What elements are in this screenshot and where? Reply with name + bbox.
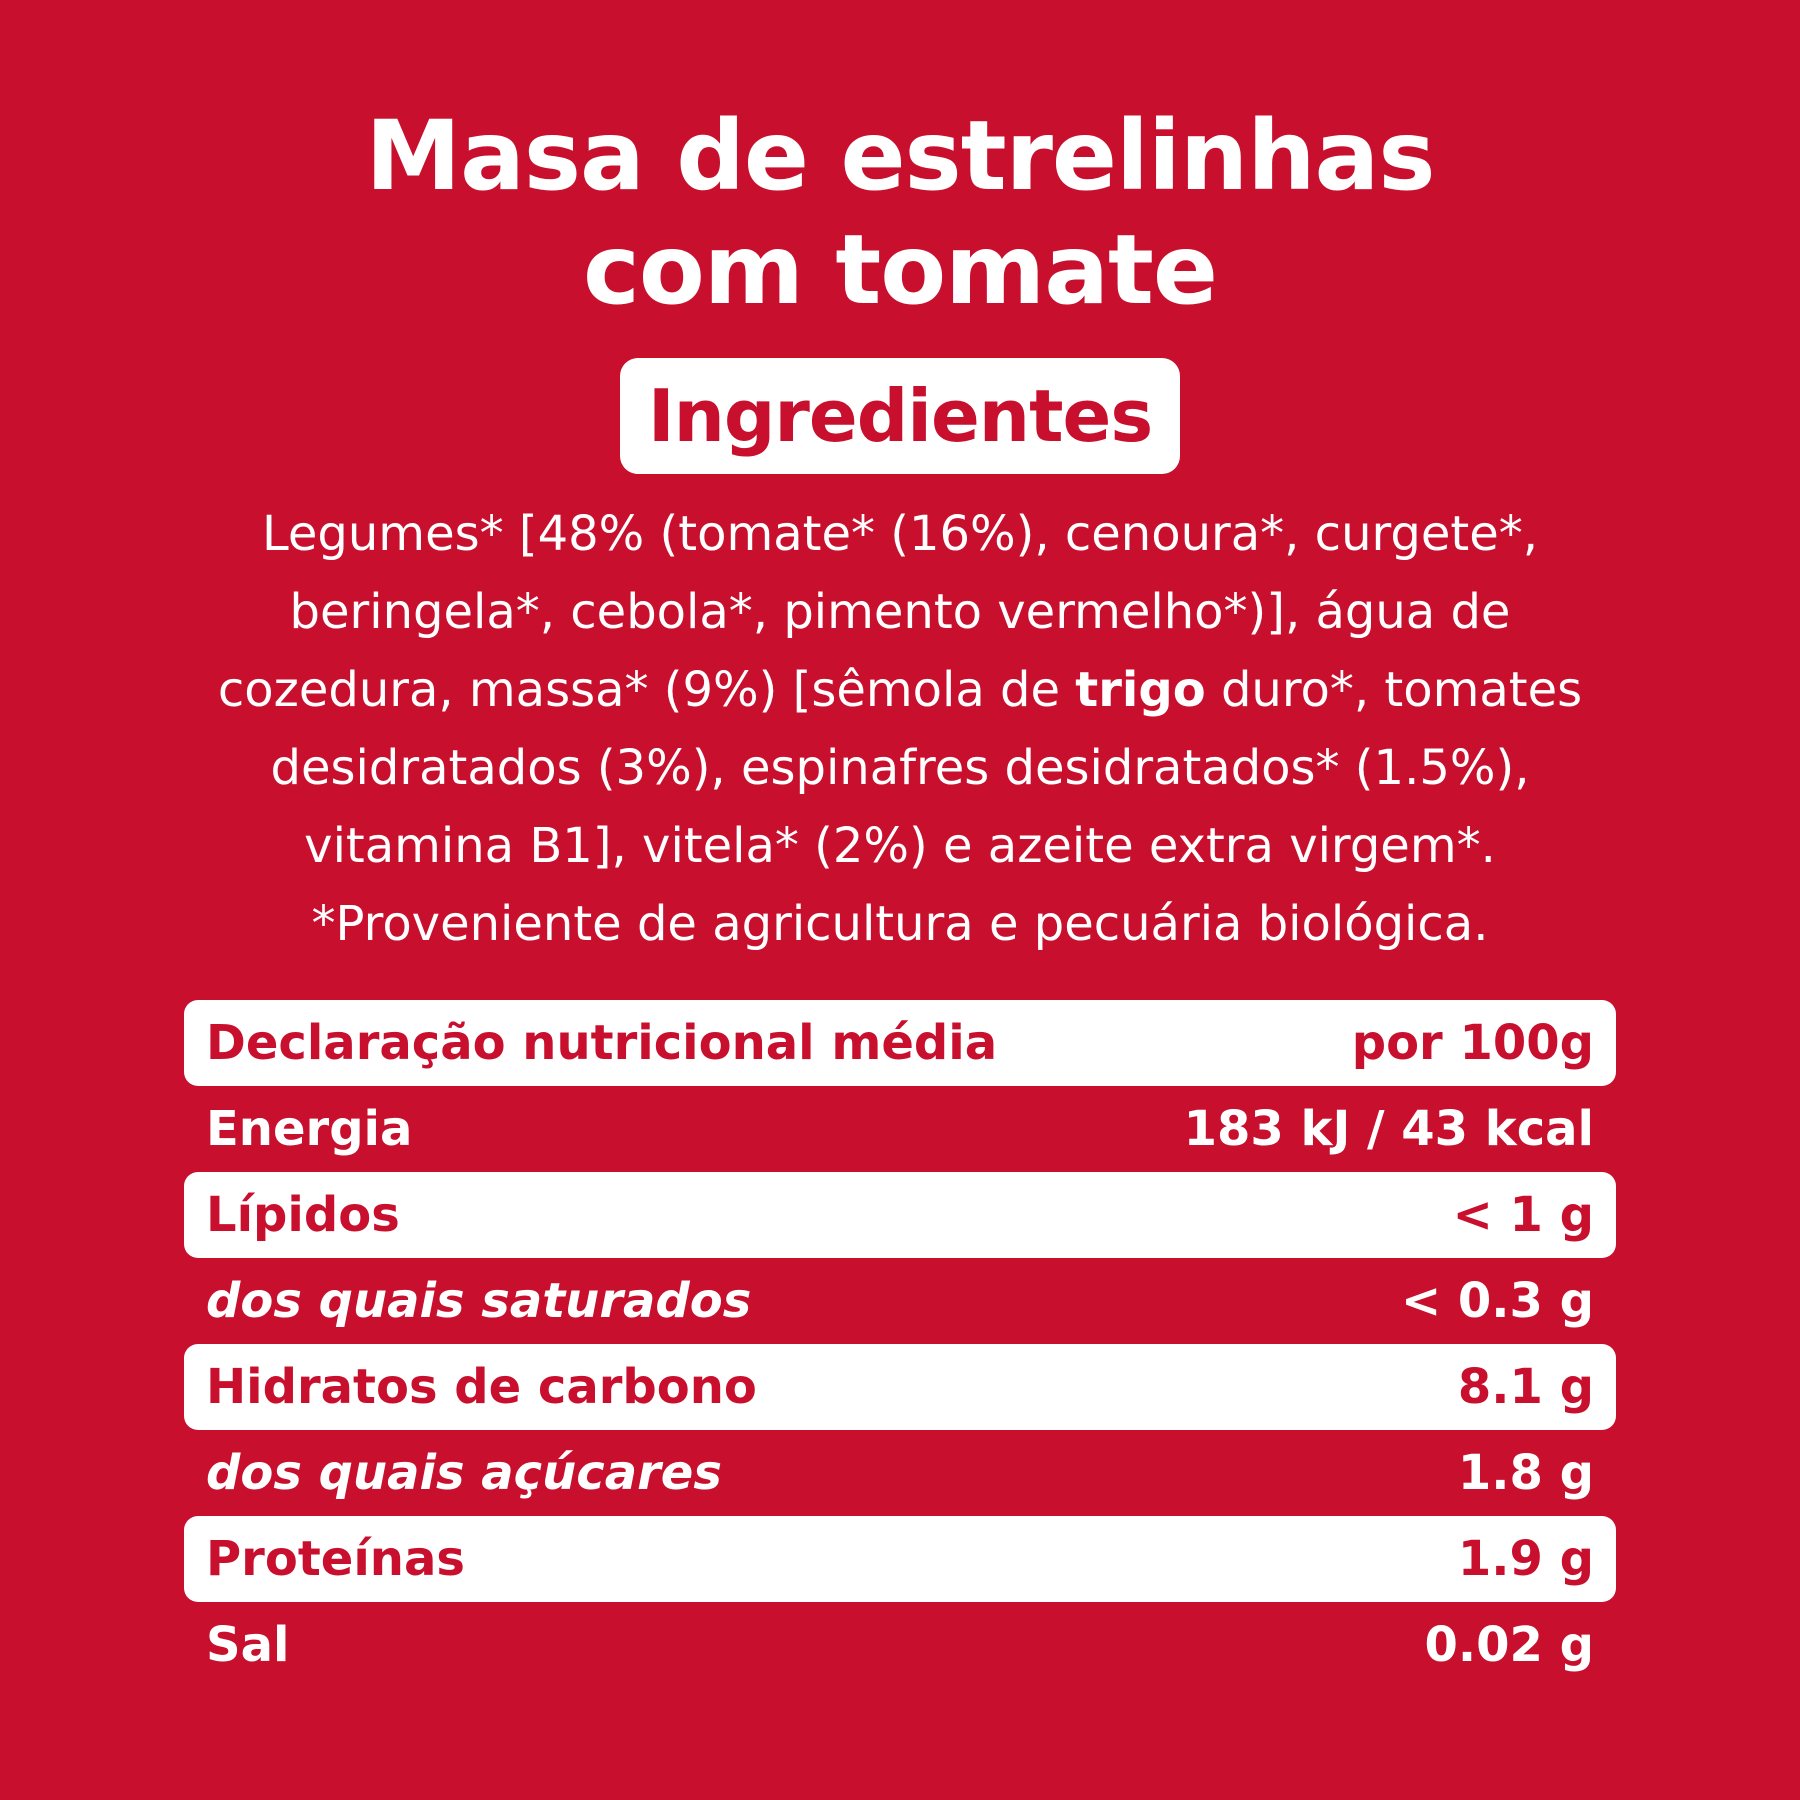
ingredients-heading-wrap: Ingredientes [0, 358, 1800, 474]
nutrient-value: 1.8 g [1457, 1445, 1594, 1501]
nutrition-row-saturated: dos quais saturados < 0.3 g [184, 1258, 1616, 1344]
nutrition-header-value: por 100g [1351, 1015, 1594, 1071]
nutrition-row-sugars: dos quais açúcares 1.8 g [184, 1430, 1616, 1516]
nutrient-value: 183 kJ / 43 kcal [1183, 1101, 1594, 1157]
ingredients-line-3-start: cozedura, massa* (9%) [sêmola de [217, 662, 1076, 718]
nutrient-value: 8.1 g [1457, 1359, 1594, 1415]
nutrient-value: 1.9 g [1457, 1531, 1594, 1587]
nutrient-label: Energia [206, 1101, 413, 1157]
nutrition-row-salt: Sal 0.02 g [184, 1602, 1616, 1688]
nutrient-value: < 1 g [1452, 1187, 1594, 1243]
nutrient-label: Lípidos [206, 1187, 400, 1243]
nutrient-label: Hidratos de carbono [206, 1359, 757, 1415]
nutrition-row-carbohydrates: Hidratos de carbono 8.1 g [184, 1344, 1616, 1430]
nutrition-table: Declaração nutricional média por 100g En… [184, 1000, 1616, 1688]
ingredients-line-1: Legumes* [48% (tomate* (16%), cenoura*, … [261, 506, 1538, 562]
nutrient-label: dos quais açúcares [206, 1445, 722, 1501]
nutrition-row-fat: Lípidos < 1 g [184, 1172, 1616, 1258]
ingredients-footnote: *Proveniente de agricultura e pecuária b… [311, 896, 1489, 952]
ingredients-line-2: beringela*, cebola*, pimento vermelho*)]… [289, 584, 1511, 640]
ingredients-line-4: desidratados (3%), espinafres desidratad… [270, 740, 1530, 796]
nutrient-label: Sal [206, 1617, 290, 1673]
ingredients-heading: Ingredientes [619, 358, 1181, 474]
nutrition-row-energy: Energia 183 kJ / 43 kcal [184, 1086, 1616, 1172]
nutrition-header-label: Declaração nutricional média [206, 1015, 998, 1071]
allergen-wheat: trigo [1075, 662, 1206, 718]
ingredients-line-3: cozedura, massa* (9%) [sêmola de trigo d… [200, 651, 1600, 729]
ingredients-line-3-end: duro*, tomates [1205, 662, 1583, 718]
nutrition-row-protein: Proteínas 1.9 g [184, 1516, 1616, 1602]
product-title-line-2: com tomate [583, 214, 1218, 326]
product-title-line-1: Masa de estrelinhas [365, 100, 1436, 212]
nutrient-label: dos quais saturados [206, 1273, 752, 1329]
nutrient-value: 0.02 g [1424, 1617, 1595, 1673]
nutrition-header-row: Declaração nutricional média por 100g [184, 1000, 1616, 1086]
nutrient-label: Proteínas [206, 1531, 465, 1587]
ingredients-text: Legumes* [48% (tomate* (16%), cenoura*, … [200, 495, 1600, 963]
nutrient-value: < 0.3 g [1400, 1273, 1594, 1329]
ingredients-line-5: vitamina B1], vitela* (2%) e azeite extr… [304, 818, 1496, 874]
